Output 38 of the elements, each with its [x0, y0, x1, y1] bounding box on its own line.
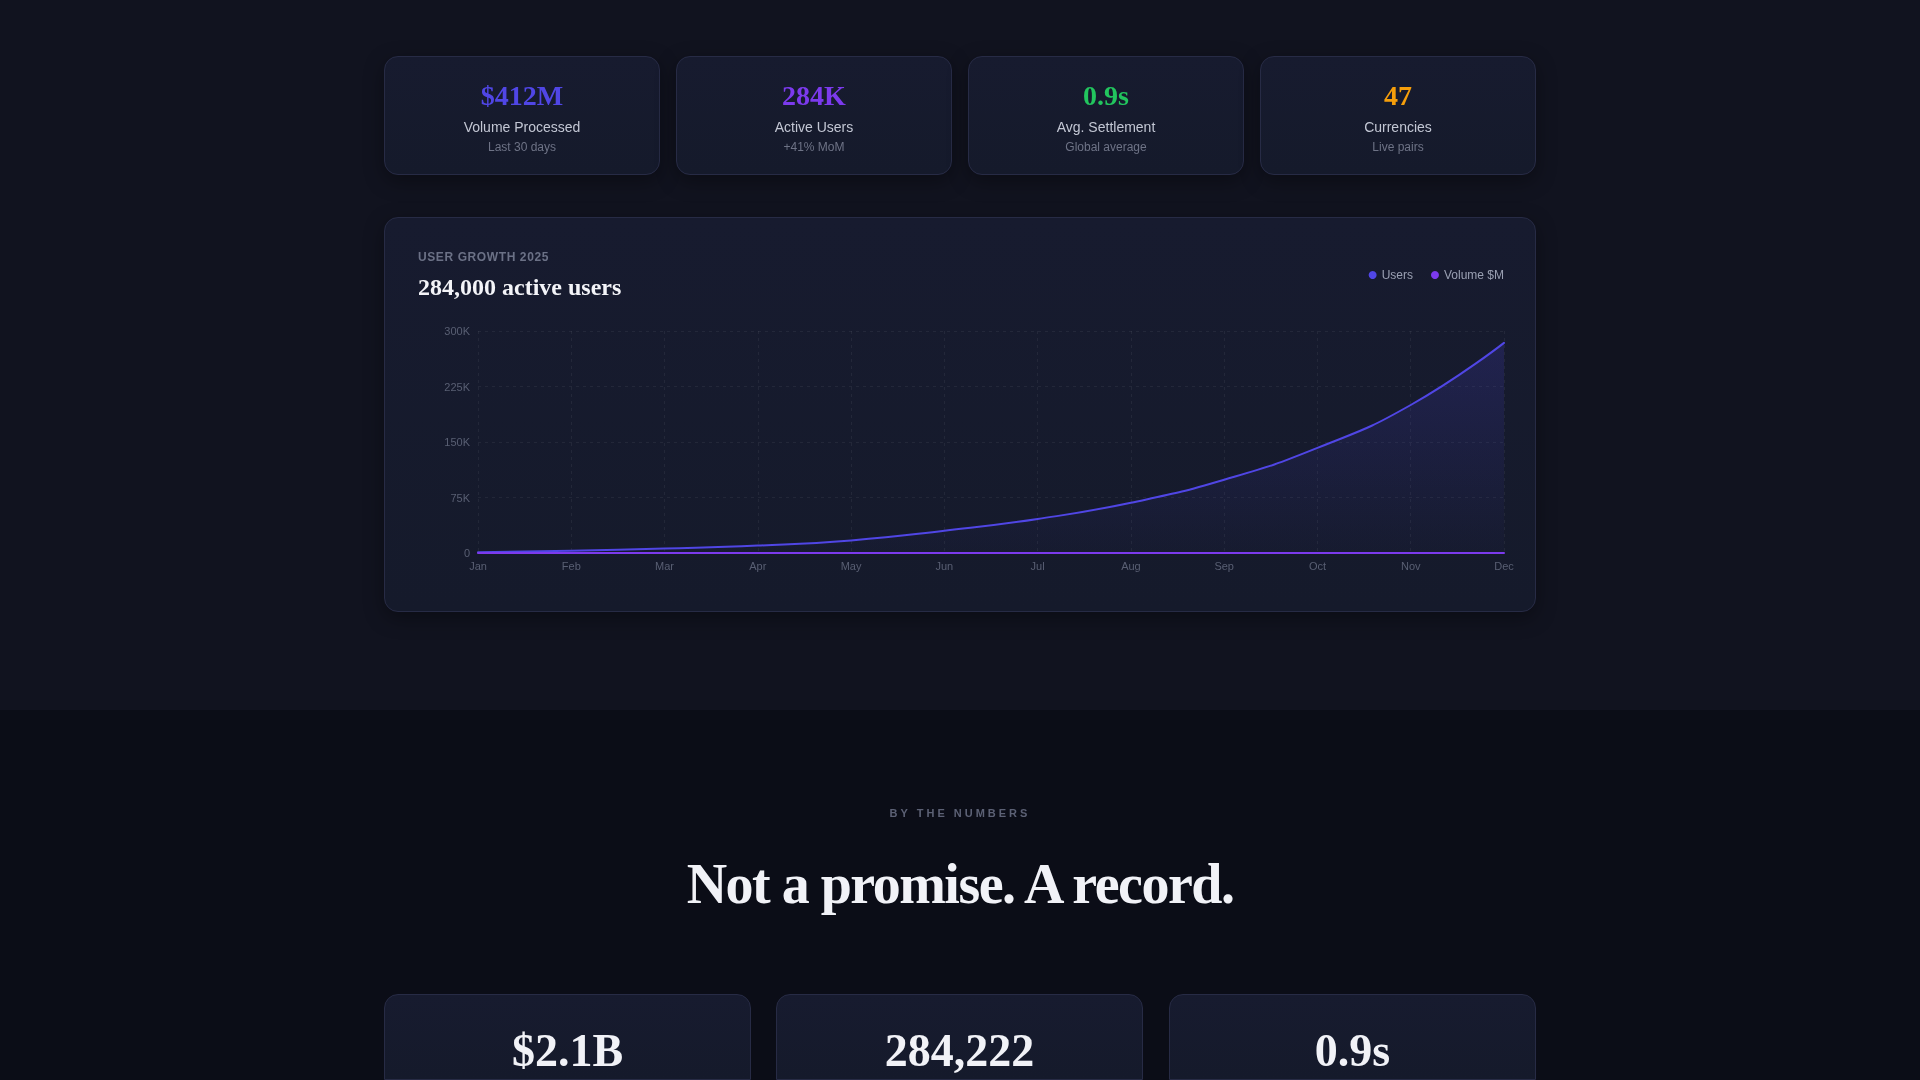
x-tick-label: Feb	[561, 559, 581, 572]
text: Currencies	[1364, 119, 1432, 135]
chart-title: 284,000 active users	[418, 273, 622, 301]
text: 284,222	[884, 1023, 1035, 1077]
x-tick-label: Nov	[1400, 559, 1422, 572]
x-tick-label: Aug	[1121, 559, 1141, 572]
chart-subtitle: USER GROWTH 2025	[418, 250, 549, 264]
x-tick-label: Jun	[935, 559, 954, 572]
text: 47	[1384, 80, 1412, 112]
y-tick-label: 0	[463, 547, 470, 559]
legend-label: Volume $M	[1443, 268, 1504, 282]
y-tick-label: 75K	[450, 491, 471, 504]
text: $412M	[480, 80, 564, 112]
text: Last 30 days	[487, 140, 557, 154]
text: Not a promise. A record.	[686, 852, 1234, 916]
text: Live pairs	[1372, 140, 1424, 154]
text: 0.9s	[1083, 80, 1129, 112]
text: Volume Processed	[463, 119, 581, 135]
x-tick-label: Jan	[469, 559, 487, 572]
x-tick-label: Dec	[1494, 559, 1515, 572]
y-tick-label: 150K	[444, 436, 471, 448]
y-tick-label: 225K	[444, 380, 471, 393]
x-tick-label: May	[840, 559, 862, 572]
text: 0.9s	[1314, 1023, 1391, 1077]
text: Avg. Settlement	[1056, 119, 1156, 135]
text: 284K	[782, 80, 846, 112]
x-tick-label: Mar	[655, 559, 675, 572]
x-tick-label: Oct	[1308, 559, 1327, 572]
x-tick-label: Sep	[1214, 559, 1234, 572]
x-tick-label: Apr	[749, 559, 767, 572]
legend-label: Users	[1381, 268, 1413, 282]
text: BY THE NUMBERS	[889, 806, 1031, 820]
text: Global average	[1065, 140, 1147, 154]
text: Active Users	[774, 119, 854, 135]
text: +41% MoM	[783, 140, 845, 154]
text: $2.1B	[511, 1023, 624, 1077]
x-tick-label: Jul	[1030, 559, 1045, 572]
y-tick-label: 300K	[444, 325, 471, 337]
